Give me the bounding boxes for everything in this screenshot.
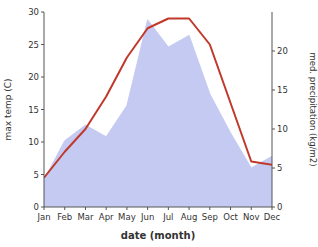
x-tick-label: Jul — [162, 212, 173, 222]
y2-axis-line — [272, 12, 273, 207]
x-tick — [168, 207, 169, 210]
y-tick-label: 25 — [28, 40, 39, 50]
y2-tick — [272, 51, 275, 52]
y2-axis-label: med. precipitation (kg/m2) — [308, 52, 318, 166]
x-tick-label: Feb — [57, 212, 72, 222]
x-tick — [85, 207, 86, 210]
x-tick-label: Jun — [140, 212, 154, 222]
x-tick-label: Oct — [223, 212, 238, 222]
y-axis-label: max temp (C) — [3, 78, 13, 140]
x-tick — [147, 207, 148, 210]
y2-tick — [272, 207, 275, 208]
x-tick-label: Mar — [77, 212, 94, 222]
y-tick-label: 15 — [28, 105, 39, 115]
x-axis-line — [44, 207, 272, 208]
x-tick — [230, 207, 231, 210]
y2-tick-label: 0 — [277, 202, 282, 212]
y2-tick-label: 20 — [277, 46, 288, 56]
precipitation-area — [44, 20, 272, 207]
x-axis-label: date (month) — [121, 230, 195, 241]
x-tick — [106, 207, 107, 210]
y-tick — [41, 12, 44, 13]
y2-tick — [272, 168, 275, 169]
y2-tick — [272, 129, 275, 130]
y-tick-label: 0 — [34, 202, 39, 212]
chart: JanFebMarAprMayJunJulAugSepOctNovDec0510… — [0, 0, 318, 247]
y-tick-label: 5 — [34, 170, 39, 180]
y2-tick-label: 5 — [277, 163, 282, 173]
x-tick-label: Nov — [243, 212, 260, 222]
x-tick — [251, 207, 252, 210]
y2-tick-label: 10 — [277, 124, 288, 134]
y-tick — [41, 44, 44, 45]
x-tick — [126, 207, 127, 210]
plot-area — [44, 19, 272, 208]
y-tick — [41, 109, 44, 110]
x-tick-label: May — [118, 212, 136, 222]
x-tick — [64, 207, 65, 210]
x-tick-label: Dec — [264, 212, 281, 222]
x-tick-label: Jan — [36, 212, 50, 222]
y-tick — [41, 207, 44, 208]
y-tick — [41, 77, 44, 78]
axes: JanFebMarAprMayJunJulAugSepOctNovDec0510… — [28, 7, 288, 222]
y-tick-label: 10 — [28, 137, 39, 147]
x-tick-label: Apr — [99, 212, 114, 222]
y-tick — [41, 142, 44, 143]
x-tick — [209, 207, 210, 210]
y-tick — [41, 174, 44, 175]
y-tick-label: 20 — [28, 72, 39, 82]
x-tick-label: Sep — [202, 212, 218, 222]
y2-tick-label: 15 — [277, 85, 288, 95]
x-tick-label: Aug — [181, 212, 198, 222]
y-tick-label: 30 — [28, 7, 39, 17]
temperature-line — [44, 19, 272, 178]
y2-tick — [272, 90, 275, 91]
x-tick — [189, 207, 190, 210]
